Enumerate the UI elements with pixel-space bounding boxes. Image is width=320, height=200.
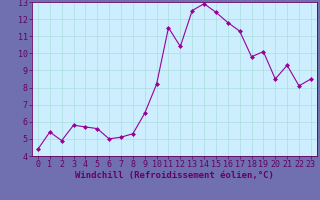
X-axis label: Windchill (Refroidissement éolien,°C): Windchill (Refroidissement éolien,°C) [75,171,274,180]
